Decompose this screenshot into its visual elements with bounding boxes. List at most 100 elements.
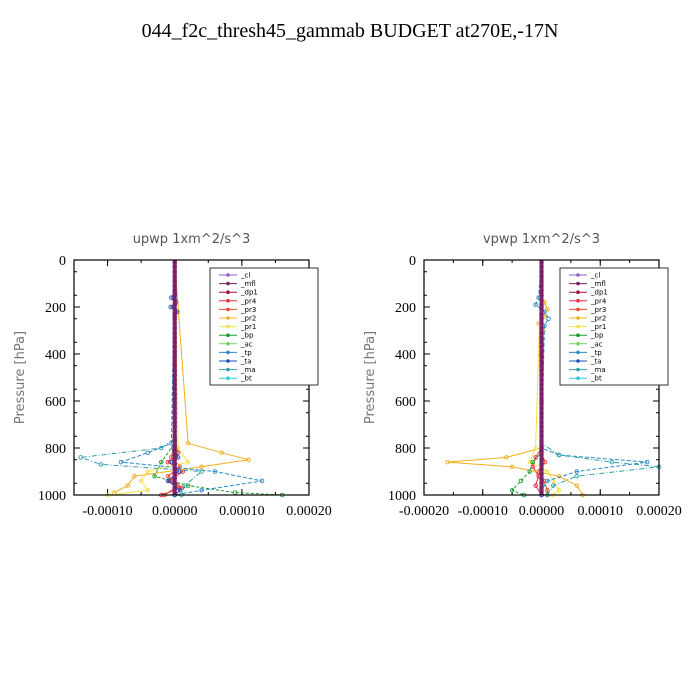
series-point-pr2 xyxy=(199,464,204,470)
series-line-pr1 xyxy=(107,259,189,496)
y-tick-label: 0 xyxy=(59,254,66,269)
series-point-mfl xyxy=(539,368,544,373)
series-point-mfl xyxy=(539,481,544,486)
series-point-pr1 xyxy=(533,445,538,451)
series-point-mfl xyxy=(539,330,544,336)
legend-label: _pr1 xyxy=(590,323,606,331)
x-tick-label: -0.00010 xyxy=(82,504,132,519)
series-point-mfl xyxy=(539,419,544,425)
series-point-pr2 xyxy=(185,441,191,446)
legend-marker xyxy=(576,324,580,329)
series-point-tp xyxy=(546,316,551,322)
series-point-mfl xyxy=(539,429,544,434)
series-point-mfl xyxy=(172,401,177,406)
series-point-bp xyxy=(509,488,515,493)
series-point-mfl xyxy=(172,321,177,326)
series-point-bp xyxy=(530,459,535,465)
legend-label: _dp1 xyxy=(590,289,608,297)
series-point-mfl xyxy=(539,485,544,491)
legend-marker xyxy=(226,333,230,338)
series-point-tp xyxy=(645,459,650,465)
series-point-mfl xyxy=(172,471,177,477)
series-point-pr2 xyxy=(574,483,580,488)
series-point-mfl xyxy=(539,471,544,477)
series-point-mfl xyxy=(539,438,544,444)
series-point-ma xyxy=(98,462,104,467)
legend-marker xyxy=(576,367,580,372)
series-point-mfl xyxy=(539,434,544,439)
series-point-ma xyxy=(551,483,556,488)
series-point-ta xyxy=(176,469,181,474)
series-point-mfl xyxy=(172,443,177,448)
series-point-mfl xyxy=(172,325,177,331)
series-point-mfl xyxy=(172,288,177,293)
series-point-bp xyxy=(159,459,164,465)
legend-marker xyxy=(226,273,230,277)
x-tick-label: 0.00000 xyxy=(152,504,198,519)
series-point-mfl xyxy=(172,349,177,354)
series-point-pr2 xyxy=(125,483,130,488)
legend-marker xyxy=(226,299,230,303)
series-point-mfl xyxy=(172,260,177,265)
legend-label: _pr3 xyxy=(590,306,606,314)
series-point-mfl xyxy=(172,302,177,307)
series-point-mfl xyxy=(172,490,177,495)
series-point-mfl xyxy=(172,274,177,279)
x-tick-label: 0.00020 xyxy=(636,504,682,519)
series-line-ma xyxy=(80,260,203,496)
series-point-ma xyxy=(556,452,562,458)
legend-label: _bp xyxy=(590,332,604,340)
series-point-mfl xyxy=(172,330,177,336)
series-point-pr1 xyxy=(145,469,151,474)
series-point-mfl xyxy=(172,382,177,387)
series-point-pr1 xyxy=(556,488,562,493)
legend-label: _pr2 xyxy=(590,315,606,323)
legend-marker xyxy=(576,350,580,355)
x-tick-label: -0.00020 xyxy=(399,504,449,519)
series-point-pr2 xyxy=(504,455,509,460)
legend-label: _cl xyxy=(590,272,600,280)
series-point-mfl xyxy=(539,325,544,331)
x-tick-label: -0.00010 xyxy=(458,504,508,519)
series-point-pr2 xyxy=(246,457,251,463)
series-point-mfl xyxy=(172,387,177,392)
series-point-mfl xyxy=(539,396,544,401)
legend-label: _bt xyxy=(590,375,602,383)
y-tick-label: 600 xyxy=(45,395,66,410)
x-tick-label: 0.00000 xyxy=(519,504,565,519)
series-point-mfl xyxy=(539,424,544,430)
series-point-mfl xyxy=(539,297,544,303)
series-point-tp xyxy=(574,469,580,474)
series-point-mfl xyxy=(539,391,544,397)
series-point-pr2 xyxy=(509,464,515,470)
series-point-mfl xyxy=(172,476,177,481)
legend-label: _pr2 xyxy=(240,315,256,323)
series-point-tp xyxy=(533,302,538,307)
series-point-pr2 xyxy=(445,459,450,465)
series-point-mfl xyxy=(172,335,177,340)
y-tick-label: 0 xyxy=(409,254,416,269)
legend-label: _mfl xyxy=(590,280,606,288)
legend-marker xyxy=(576,307,580,312)
series-point-ma xyxy=(182,483,188,488)
series-point-mfl xyxy=(539,344,544,350)
series-point-mfl xyxy=(539,466,544,472)
series-point-mfl xyxy=(539,335,544,340)
series-line-pr4 xyxy=(161,260,184,496)
legend-label: _dp1 xyxy=(240,289,258,297)
series-point-pr2 xyxy=(219,450,224,455)
series-point-mfl xyxy=(172,415,177,420)
series-point-mfl xyxy=(172,377,177,383)
legend-marker xyxy=(576,299,580,303)
series-point-pr3 xyxy=(177,464,183,470)
series-point-mfl xyxy=(539,260,544,265)
series-point-tp xyxy=(118,459,124,465)
legend-label: _bp xyxy=(240,332,254,340)
legend-label: _cl xyxy=(240,272,250,280)
series-point-pr1 xyxy=(138,478,144,484)
series-point-mfl xyxy=(539,372,544,378)
series-point-mfl xyxy=(539,363,544,368)
series-point-mfl xyxy=(539,476,544,481)
series-point-mfl xyxy=(172,372,177,378)
y-tick-label: 200 xyxy=(395,301,416,316)
